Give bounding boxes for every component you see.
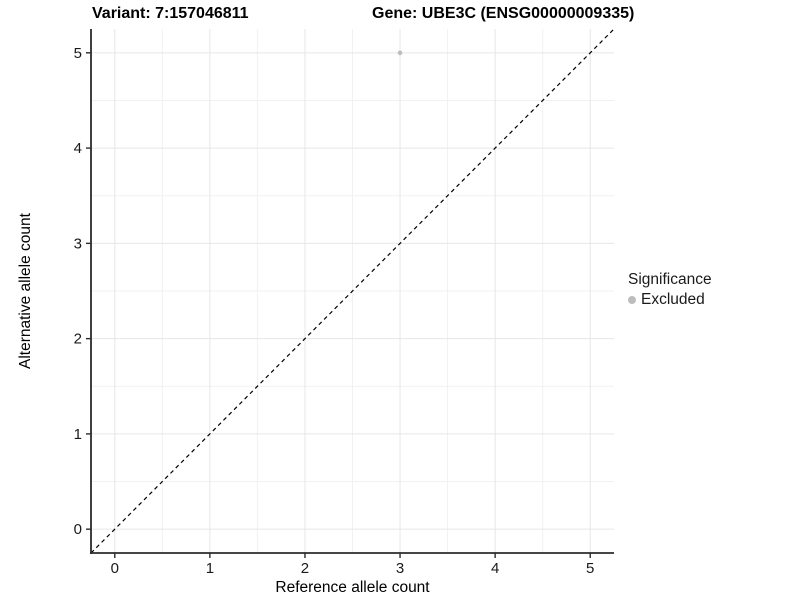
legend-point-swatch (628, 296, 636, 304)
x-tick-label: 5 (586, 560, 594, 577)
legend-title: Significance (628, 271, 712, 288)
x-tick-label: 2 (301, 560, 309, 577)
y-tick-label: 1 (74, 426, 82, 443)
y-tick-label: 5 (74, 45, 82, 62)
plot-title-variant: Variant: 7:157046811 (92, 5, 249, 22)
y-tick-label: 3 (74, 235, 82, 252)
data-point (397, 50, 403, 56)
x-tick-label: 4 (491, 560, 499, 577)
legend: Significance Excluded (628, 271, 712, 309)
x-tick-label: 0 (111, 560, 119, 577)
plot-title-gene: Gene: UBE3C (ENSG00000009335) (372, 5, 635, 22)
x-axis-title: Reference allele count (275, 579, 430, 596)
legend-item-label: Excluded (641, 291, 705, 308)
x-tick-label: 1 (206, 560, 214, 577)
identity-reference-line (90, 28, 615, 554)
legend-item-excluded: Excluded (628, 291, 712, 309)
y-tick-label: 4 (74, 140, 82, 157)
y-tick-label: 2 (74, 331, 82, 348)
y-axis-title: Alternative allele count (17, 212, 34, 369)
y-tick-label: 0 (74, 521, 82, 538)
x-tick-label: 3 (396, 560, 404, 577)
